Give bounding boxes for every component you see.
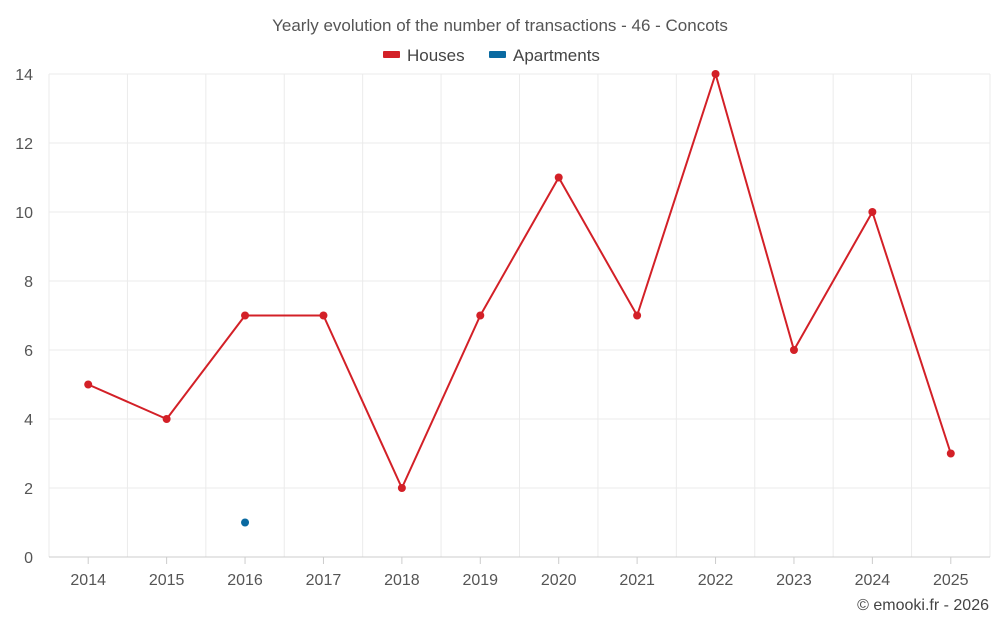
y-tick-label: 0 <box>24 550 33 567</box>
y-tick-label: 12 <box>15 136 33 153</box>
data-point-houses[interactable] <box>711 70 720 78</box>
y-tick-label: 6 <box>24 343 33 360</box>
x-tick-label: 2021 <box>619 572 655 589</box>
x-tick-label: 2022 <box>698 572 734 589</box>
x-tick-label: 2024 <box>855 572 891 589</box>
legend-label: Apartments <box>513 46 600 65</box>
data-point-houses[interactable] <box>84 380 93 389</box>
series-layer <box>84 70 955 527</box>
x-tick-label: 2017 <box>306 572 342 589</box>
y-tick-label: 8 <box>24 274 33 291</box>
x-tick-label: 2025 <box>933 572 969 589</box>
y-axis: 0 2 4 6 8 10 12 14 <box>15 67 33 567</box>
legend-swatch <box>383 51 400 58</box>
legend: Houses Apartments <box>383 46 600 65</box>
legend-label: Houses <box>407 46 465 65</box>
legend-swatch <box>489 51 506 58</box>
y-tick-label: 2 <box>24 481 33 498</box>
legend-item-houses[interactable]: Houses <box>383 46 465 65</box>
x-tick-label: 2023 <box>776 572 812 589</box>
data-point-houses[interactable] <box>946 449 955 458</box>
data-point-houses[interactable] <box>319 311 328 320</box>
y-tick-label: 4 <box>24 412 33 429</box>
legend-item-apartments[interactable]: Apartments <box>489 46 600 65</box>
x-axis: 2014 2015 2016 2017 2018 2019 2020 2021 2022 2023… <box>49 556 990 589</box>
data-point-houses[interactable] <box>868 208 877 216</box>
x-tick-label: 2019 <box>462 572 498 589</box>
y-tick-label: 10 <box>15 205 33 222</box>
data-point-houses[interactable] <box>397 484 406 492</box>
grid <box>48 73 991 557</box>
x-tick-label: 2018 <box>384 572 420 589</box>
data-point-houses[interactable] <box>633 311 642 320</box>
data-point-houses[interactable] <box>476 311 485 320</box>
data-point-houses[interactable] <box>162 415 171 423</box>
x-tick-label: 2020 <box>541 572 577 589</box>
x-tick-label: 2014 <box>70 572 106 589</box>
data-point-houses[interactable] <box>554 173 563 182</box>
x-tick-label: 2015 <box>149 572 185 589</box>
data-point-houses[interactable] <box>241 311 250 320</box>
x-tick-label: 2016 <box>227 572 263 589</box>
series-line-houses <box>87 73 952 489</box>
credit-text: © emooki.fr - 2026 <box>857 597 989 614</box>
y-tick-label: 14 <box>15 67 33 84</box>
data-point-apartments[interactable] <box>241 518 250 527</box>
chart-title: Yearly evolution of the number of transa… <box>272 16 728 35</box>
data-point-houses[interactable] <box>789 346 798 354</box>
